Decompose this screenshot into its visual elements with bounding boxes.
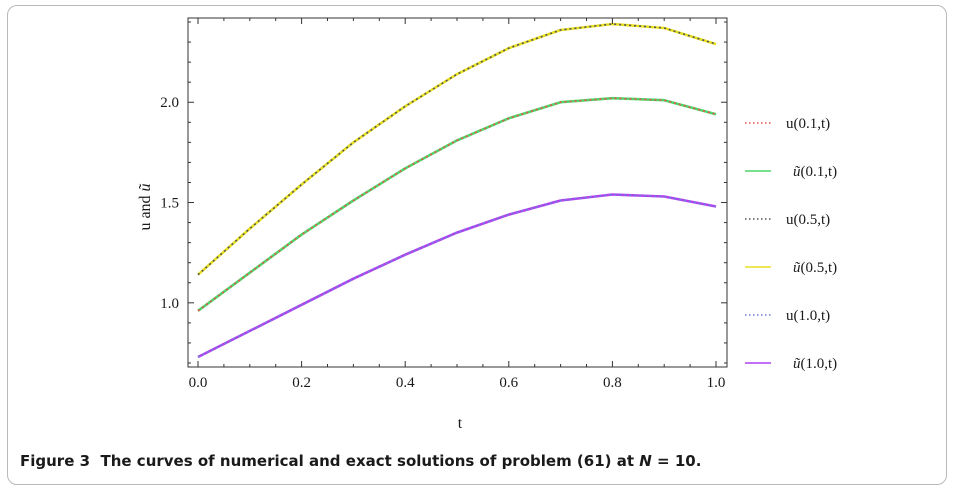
- legend-label-symbol: u: [786, 116, 794, 132]
- caption-text-end: = 10.: [651, 452, 702, 470]
- series-line-3: [197, 23, 717, 276]
- legend-label: ũ(1.0,t): [793, 356, 837, 372]
- legend-label: u(0.1,t): [786, 116, 830, 132]
- y-axis-label-symbol: ũ: [137, 183, 154, 191]
- x-tick-label: 0.8: [603, 375, 622, 391]
- legend-label-argument: (0.1,t): [794, 116, 831, 132]
- x-tick-label: 0.6: [499, 375, 518, 391]
- y-axis-label: u and ũ: [137, 183, 154, 230]
- legend-label: ũ(0.1,t): [793, 164, 837, 180]
- legend-label-argument: (1.0,t): [801, 356, 838, 372]
- legend-label-symbol: u: [786, 212, 794, 228]
- caption-text: The curves of numerical and exact soluti…: [100, 452, 640, 470]
- figure-frame: [7, 5, 947, 485]
- series-line-6: [197, 193, 717, 359]
- x-tick-label: 0.0: [189, 375, 208, 391]
- caption-n-symbol: N: [639, 452, 652, 470]
- x-axis-label: t: [458, 415, 463, 432]
- legend-label-argument: (0.5,t): [801, 260, 838, 276]
- legend-label: u(0.5,t): [786, 212, 830, 228]
- legend-label-symbol: ũ: [793, 260, 801, 276]
- x-tick-label: 0.2: [292, 375, 311, 391]
- series-line-4: [197, 22, 717, 276]
- x-axis-ticks: 0.0 0.2 0.4 0.6 0.8 1.0: [189, 18, 726, 391]
- y-tick-label: 1.5: [160, 196, 179, 212]
- plot-border: [187, 17, 728, 368]
- caption-figure-label: Figure 3: [20, 452, 91, 470]
- series-line-5: [197, 193, 717, 358]
- y-axis-ticks: 1.0 1.5 2.0: [160, 21, 727, 364]
- legend-label-argument: (0.1,t): [801, 164, 838, 180]
- legend-label-symbol: ũ: [793, 356, 801, 372]
- y-tick-label: 2.0: [160, 95, 179, 111]
- y-axis-label-text: u and: [137, 191, 154, 230]
- legend-label-argument: (1.0,t): [794, 308, 831, 324]
- x-tick-label: 0.4: [396, 375, 415, 391]
- legend-label-symbol: u: [786, 308, 794, 324]
- series-line-2: [197, 96, 717, 312]
- legend-label: u(1.0,t): [786, 308, 830, 324]
- x-tick-label: 1.0: [707, 375, 726, 391]
- legend-label-symbol: ũ: [793, 164, 801, 180]
- plot-area: [187, 17, 728, 368]
- figure-caption: Figure 3 The curves of numerical and exa…: [20, 452, 701, 470]
- legend-label: ũ(0.5,t): [793, 260, 837, 276]
- y-tick-label: 1.0: [160, 296, 179, 312]
- series-line-1: [197, 97, 717, 312]
- legend-label-argument: (0.5,t): [794, 212, 831, 228]
- legend: u(0.1,t)ũ(0.1,t)u(0.5,t)ũ(0.5,t)u(1.0,t)…: [745, 116, 837, 372]
- curves: [197, 22, 717, 359]
